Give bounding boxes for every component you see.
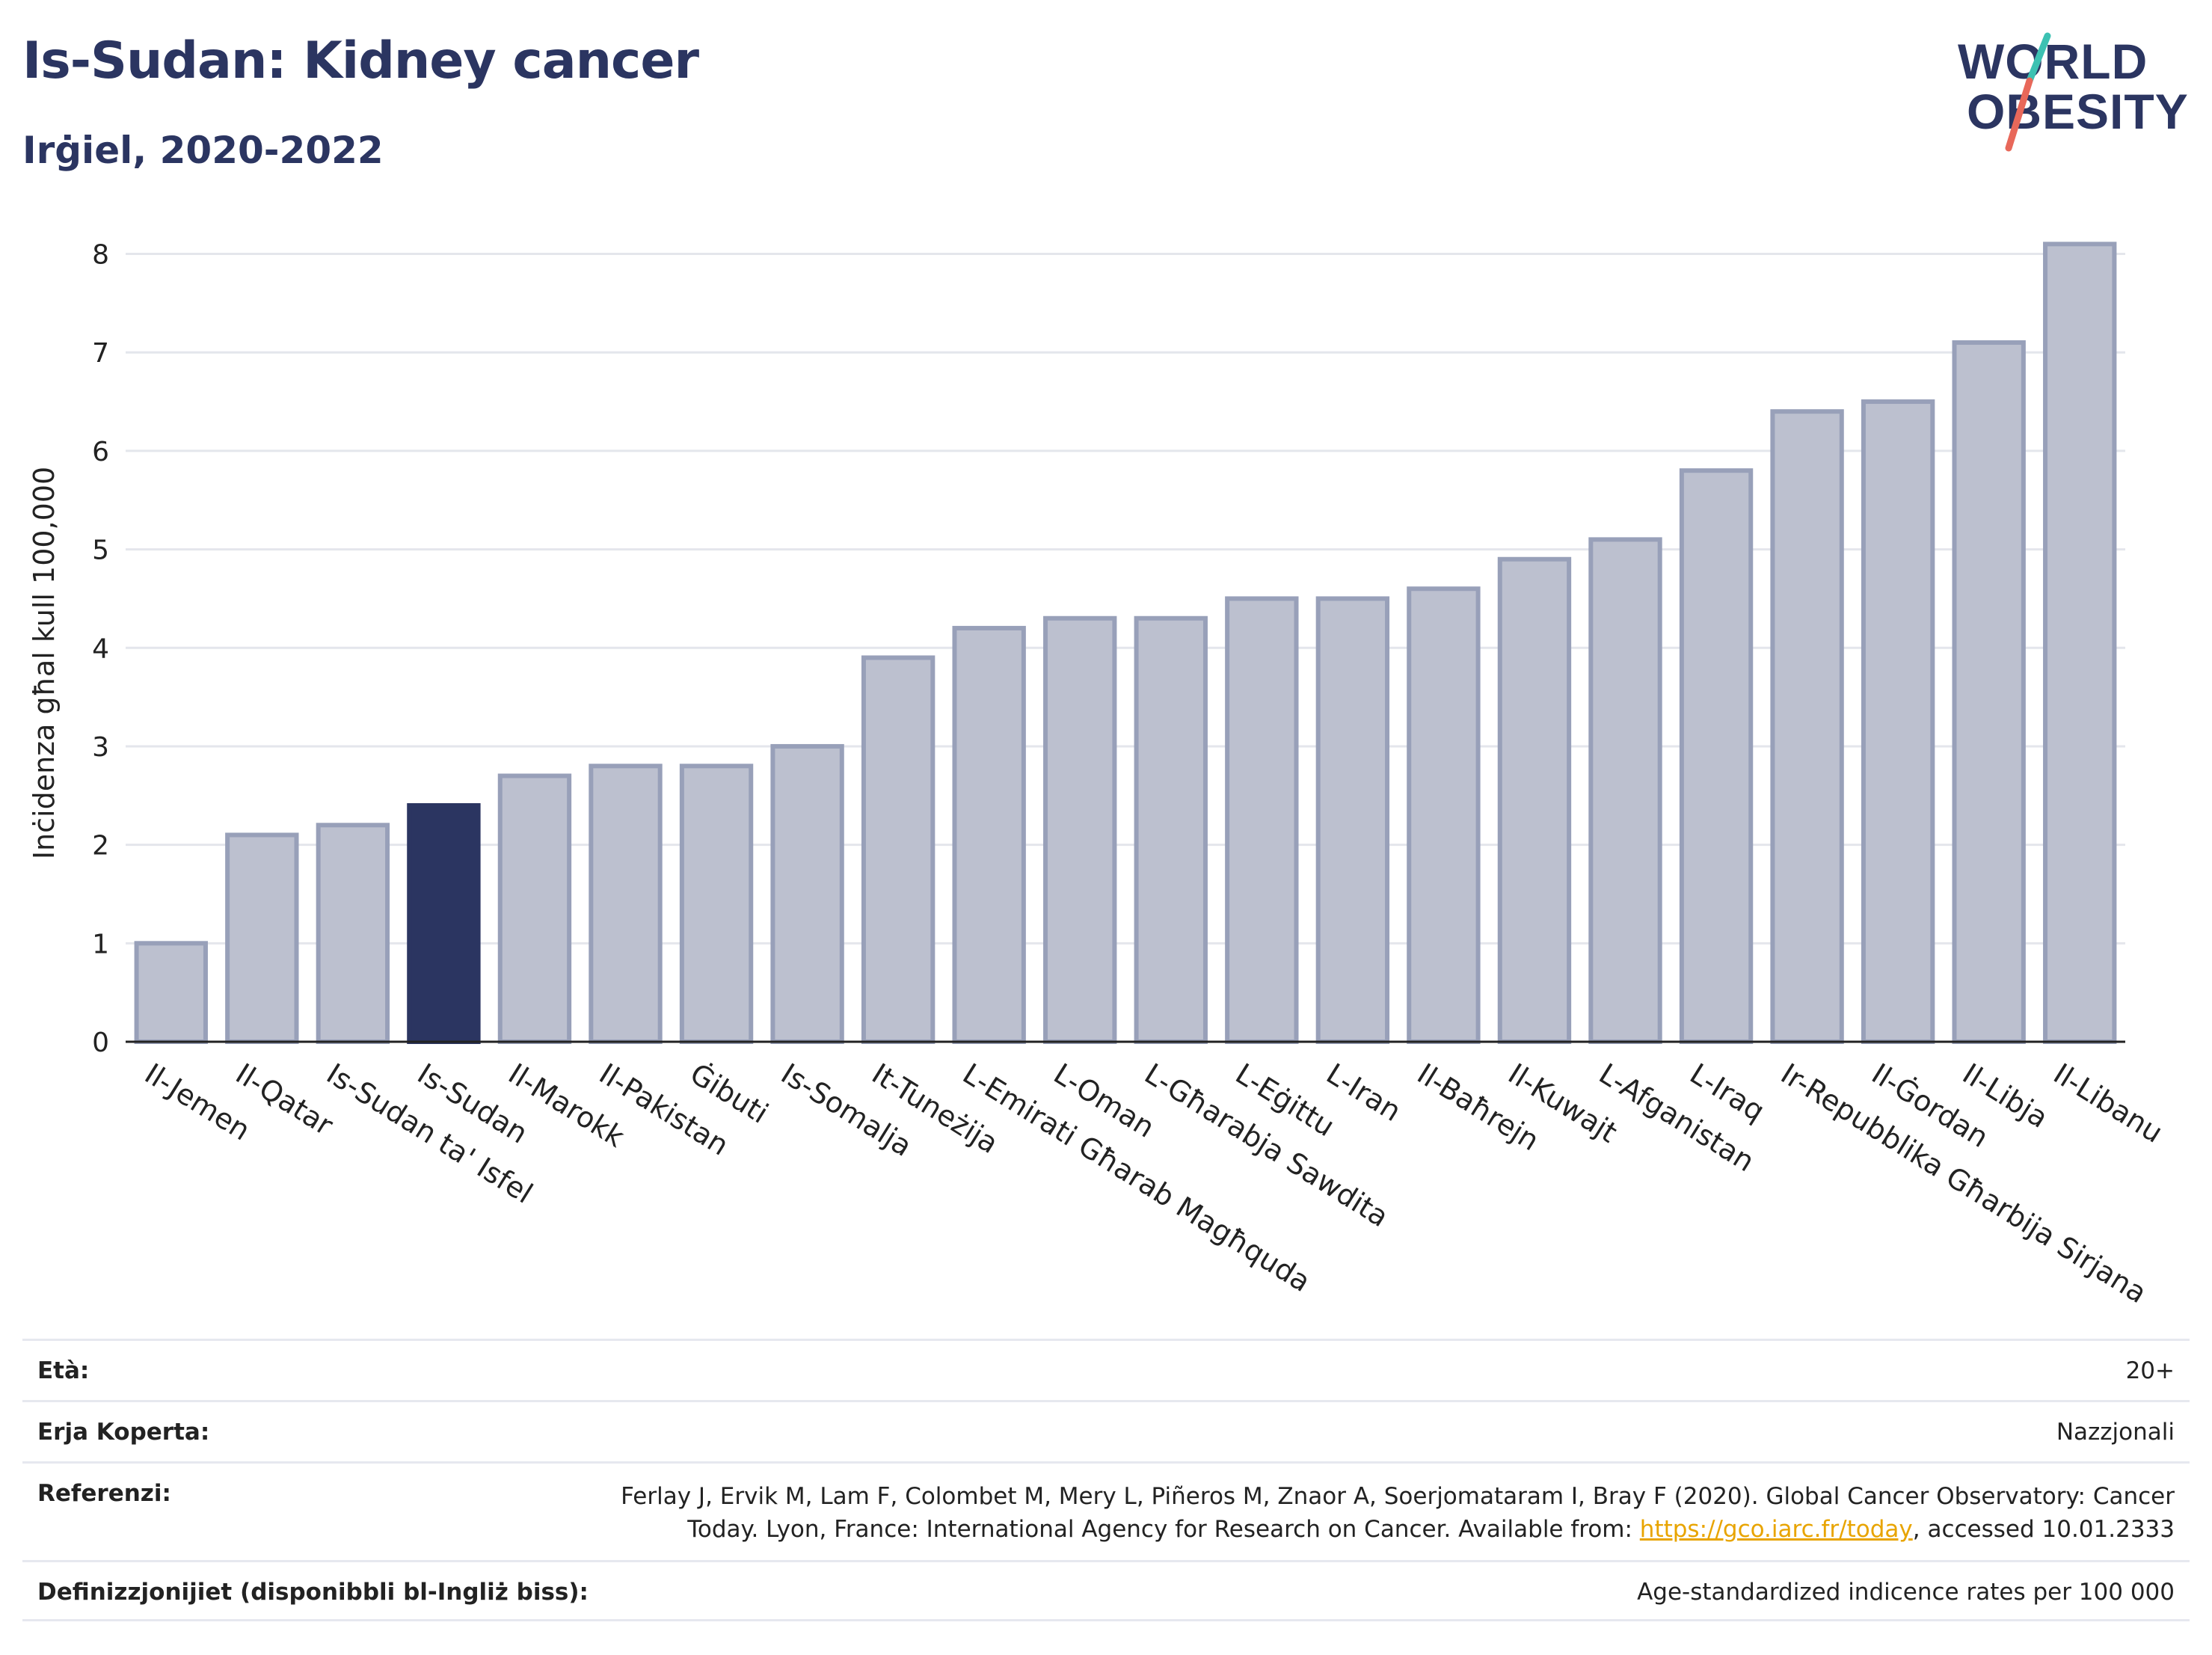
- bar: [589, 764, 663, 1044]
- bar: [1407, 586, 1481, 1044]
- bar-highlighted: [407, 802, 481, 1044]
- bar: [770, 743, 844, 1044]
- bar: [1861, 399, 1935, 1044]
- bar: [316, 823, 390, 1045]
- bar: [1225, 596, 1299, 1044]
- reference-line-1: Ferlay J, Ervik M, Lam F, Colombet M, Me…: [621, 1483, 2175, 1510]
- world-obesity-logo: WORLD OBESITY: [1958, 32, 2189, 152]
- bar: [1315, 596, 1390, 1044]
- reference-link[interactable]: https://gco.iarc.fr/today: [1639, 1516, 1913, 1543]
- info-value-definitions: Age-standardized indicence rates per 100…: [1637, 1579, 2175, 1606]
- y-tick-label: 3: [92, 732, 109, 763]
- bar: [1134, 615, 1208, 1044]
- bar: [1770, 409, 1844, 1044]
- x-tick-label: Il-Libanu: [2047, 1057, 2168, 1149]
- y-tick-label: 5: [92, 535, 109, 566]
- reference-line-2-end: , accessed 10.01.2333: [1912, 1516, 2175, 1543]
- info-label-references: Referenzi:: [37, 1480, 171, 1507]
- bar: [1952, 340, 2026, 1044]
- logo-slash-red: [2005, 77, 2033, 152]
- info-row-age: Età: 20+: [22, 1339, 2190, 1400]
- info-table: Età: 20+ Erja Koperta: Nazzjonali Refere…: [22, 1339, 2190, 1621]
- bar: [1497, 556, 1572, 1044]
- bar: [225, 832, 299, 1045]
- bar: [679, 764, 754, 1044]
- bar: [1043, 615, 1117, 1044]
- bar: [134, 941, 208, 1044]
- info-value-age: 20+: [2125, 1357, 2175, 1384]
- info-label-age: Età:: [37, 1357, 90, 1384]
- bar: [1588, 537, 1662, 1044]
- chart-title: Is-Sudan: Kidney cancer: [22, 31, 699, 90]
- x-tick-label: L-Afganistan: [1594, 1057, 1760, 1178]
- y-tick-label: 4: [92, 633, 109, 664]
- y-tick-label: 2: [92, 831, 109, 862]
- chart-subtitle: Irġiel, 2020-2022: [22, 129, 384, 172]
- bar: [861, 655, 936, 1044]
- bar: [952, 625, 1026, 1044]
- y-tick-label: 6: [92, 437, 109, 467]
- logo-text-world: WORLD: [1958, 34, 2148, 89]
- info-row-definitions: Definizzjonijiet (disponibbli bl-Ingliż …: [22, 1560, 2190, 1621]
- y-tick-label: 1: [92, 929, 109, 959]
- info-label-area: Erja Koperta:: [37, 1419, 210, 1446]
- y-axis-label: Inċidenza għal kull 100,000: [28, 467, 61, 859]
- bar: [497, 773, 572, 1045]
- y-tick-label: 0: [92, 1028, 109, 1058]
- logo-slash-teal: [2026, 32, 2051, 85]
- info-value-references: Ferlay J, Ervik M, Lam F, Colombet M, Me…: [621, 1480, 2175, 1546]
- y-tick-label: 8: [92, 240, 109, 271]
- bar: [2043, 242, 2117, 1044]
- info-row-references: Referenzi: Ferlay J, Ervik M, Lam F, Col…: [22, 1461, 2190, 1560]
- info-row-area: Erja Koperta: Nazzjonali: [22, 1400, 2190, 1461]
- info-value-area: Nazzjonali: [2056, 1419, 2175, 1446]
- y-tick-label: 7: [92, 338, 109, 369]
- reference-line-2-start: Today. Lyon, France: International Agenc…: [687, 1516, 1640, 1543]
- bar: [1679, 468, 1754, 1044]
- info-label-definitions: Definizzjonijiet (disponibbli bl-Ingliż …: [37, 1579, 589, 1606]
- logo-text-obesity: OBESITY: [1967, 84, 2189, 139]
